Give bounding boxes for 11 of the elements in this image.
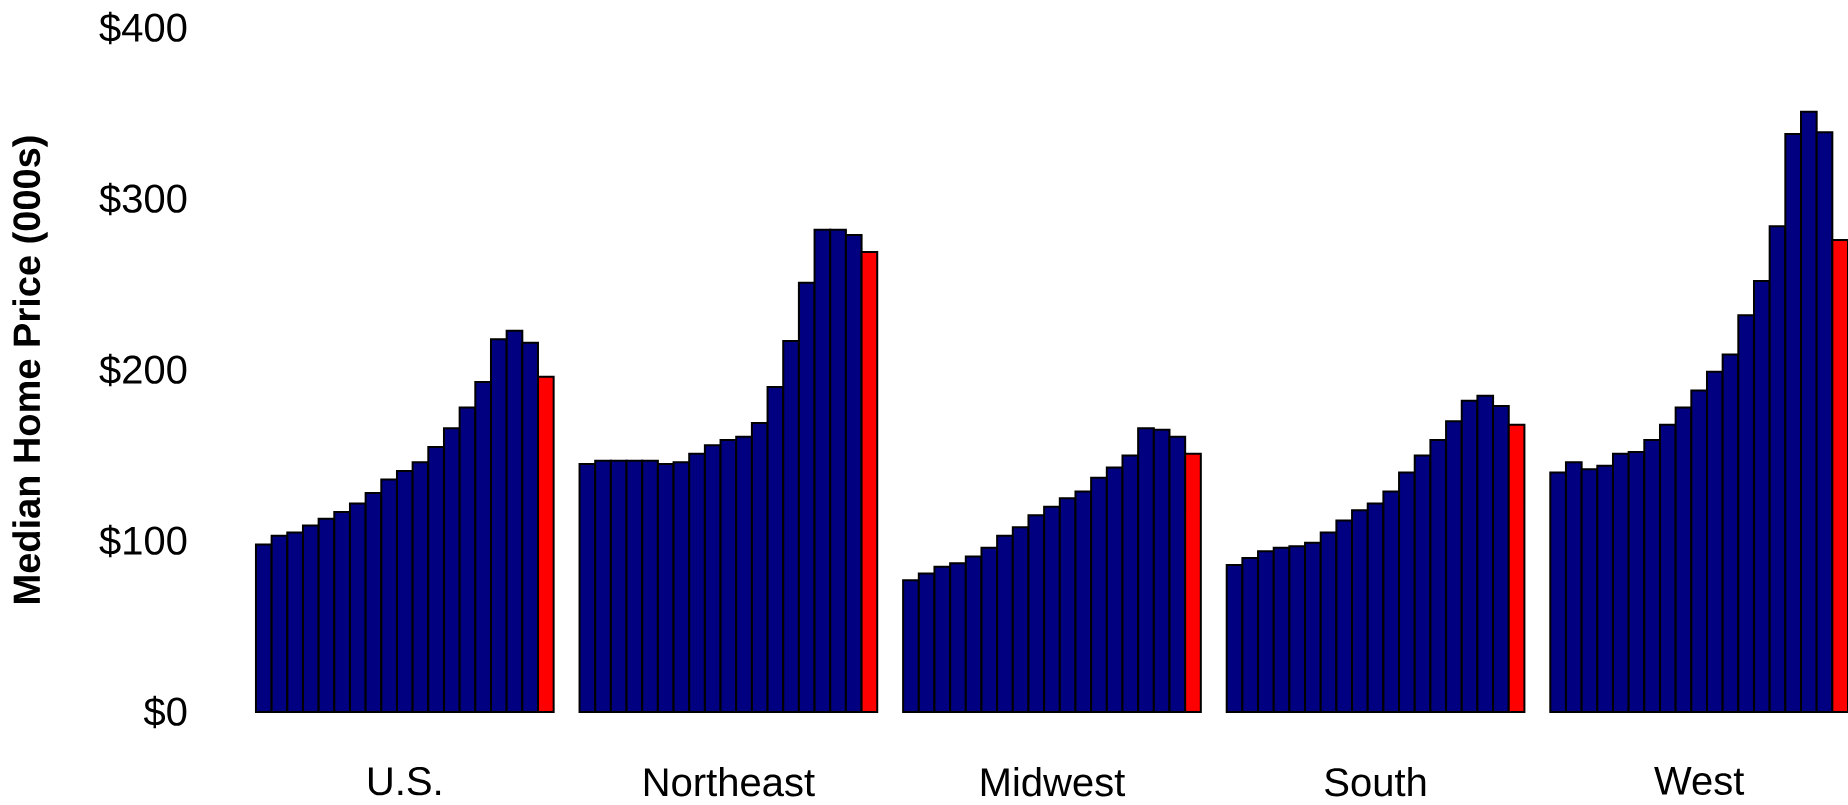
x-tick-label: Midwest: [981, 767, 1126, 797]
y-tick-label: $200: [99, 353, 187, 387]
x-tick-label: U.S.: [368, 767, 441, 796]
y-tick-label: $300: [99, 182, 187, 216]
x-tick-label: South: [1325, 767, 1426, 797]
x-tick-label: Northeast: [644, 767, 815, 797]
x-tick-label: West: [1654, 767, 1745, 795]
y-tick-label: $400: [99, 11, 187, 45]
y-axis-title: Median Home Price (000s): [12, 136, 48, 603]
y-tick-label: $0: [143, 695, 187, 729]
y-tick-label: $100: [99, 524, 187, 558]
